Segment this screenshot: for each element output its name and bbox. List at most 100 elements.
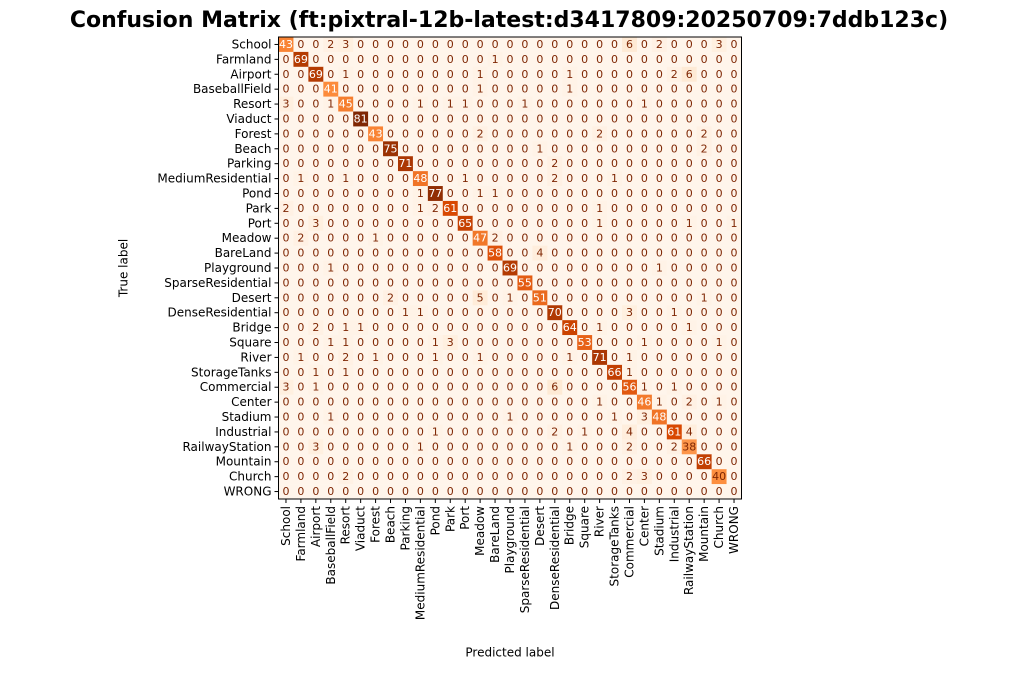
cell-value: 58 <box>488 247 502 260</box>
cell <box>412 186 429 202</box>
cell-value: 0 <box>641 83 648 96</box>
cell-value: 0 <box>462 291 469 304</box>
cell <box>622 245 638 261</box>
cell-value: 0 <box>686 112 693 125</box>
cell-value: 0 <box>731 306 738 319</box>
cell-value: 0 <box>372 157 379 170</box>
cell-value: 0 <box>611 53 618 66</box>
cell-value: 1 <box>432 336 439 349</box>
cell <box>562 260 578 276</box>
cell <box>487 81 503 97</box>
cell-value: 0 <box>686 157 693 170</box>
cell <box>711 364 727 381</box>
cell <box>427 335 444 351</box>
cell <box>278 96 294 112</box>
cell-value: 0 <box>701 172 708 185</box>
cell-value: 0 <box>312 38 319 51</box>
cell <box>293 424 309 440</box>
cell-value: 0 <box>701 381 708 394</box>
cell <box>666 111 683 127</box>
cell-value: 0 <box>282 83 289 96</box>
cell-value: 0 <box>357 38 364 51</box>
cell-value: 0 <box>372 321 379 334</box>
cell <box>368 66 384 83</box>
cell <box>278 37 294 53</box>
cell-value: 0 <box>701 232 708 245</box>
cell <box>412 81 429 97</box>
cell-value: 0 <box>731 232 738 245</box>
cell <box>457 200 473 217</box>
cell-value: 0 <box>282 247 289 260</box>
cell-value: 0 <box>596 470 603 483</box>
cell-value: 0 <box>417 232 424 245</box>
cell-value: 0 <box>477 38 484 51</box>
cell-value: 0 <box>312 470 319 483</box>
cell-value: 1 <box>626 366 633 379</box>
cell <box>353 245 369 261</box>
x-tick-label: Parking <box>398 506 412 551</box>
cell <box>338 260 354 276</box>
cell <box>323 96 339 112</box>
cell <box>457 81 473 97</box>
cell <box>666 275 683 291</box>
x-tick-label: River <box>593 506 607 537</box>
cell-value: 1 <box>566 440 573 453</box>
cell-value: 0 <box>402 247 409 260</box>
cell <box>383 37 399 53</box>
cell-value: 1 <box>507 411 514 424</box>
cell <box>651 156 668 172</box>
cell <box>323 186 339 202</box>
cell <box>502 290 518 306</box>
cell <box>681 275 697 291</box>
cell-value: 3 <box>342 38 349 51</box>
cell-value: 0 <box>507 53 514 66</box>
cell <box>487 260 503 276</box>
cell-value: 0 <box>731 396 738 409</box>
cell-value: 0 <box>372 411 379 424</box>
cell-value: 0 <box>716 485 723 498</box>
cell-value: 4 <box>686 425 693 438</box>
cell-value: 0 <box>357 262 364 275</box>
cell-value: 0 <box>701 336 708 349</box>
cell <box>666 320 683 336</box>
cell <box>457 394 473 410</box>
cell <box>383 424 399 440</box>
cell <box>607 111 623 127</box>
cell <box>308 156 324 172</box>
cell-value: 0 <box>596 262 603 275</box>
cell-value: 0 <box>716 83 723 96</box>
cell <box>457 349 473 366</box>
cell-value: 0 <box>716 172 723 185</box>
cell <box>278 290 294 306</box>
cell-value: 0 <box>432 306 439 319</box>
cell <box>383 245 399 261</box>
cell <box>532 141 548 157</box>
cell-value: 0 <box>387 247 394 260</box>
cell <box>592 230 608 246</box>
cell <box>681 454 697 470</box>
cell <box>607 335 623 351</box>
cell-value: 0 <box>282 217 289 230</box>
cell-value: 0 <box>312 112 319 125</box>
cell <box>353 186 369 202</box>
cell <box>353 171 369 187</box>
cell-value: 0 <box>417 53 424 66</box>
cell <box>562 230 578 246</box>
cell-value: 1 <box>417 98 424 111</box>
cell <box>397 37 414 53</box>
cell-value: 0 <box>626 187 633 200</box>
cell <box>412 469 429 485</box>
cell <box>577 364 593 381</box>
cell <box>577 335 593 351</box>
cell-value: 0 <box>282 68 289 81</box>
cell-value: 6 <box>626 38 633 51</box>
cell-value: 0 <box>536 321 543 334</box>
cell-value: 0 <box>387 336 394 349</box>
cell <box>547 484 563 500</box>
cell <box>338 111 354 127</box>
x-tick-label: SparseResidential <box>518 506 532 613</box>
cell-value: 0 <box>327 247 334 260</box>
cell <box>397 439 414 455</box>
cell-value: 0 <box>507 396 514 409</box>
cell-value: 2 <box>551 172 558 185</box>
